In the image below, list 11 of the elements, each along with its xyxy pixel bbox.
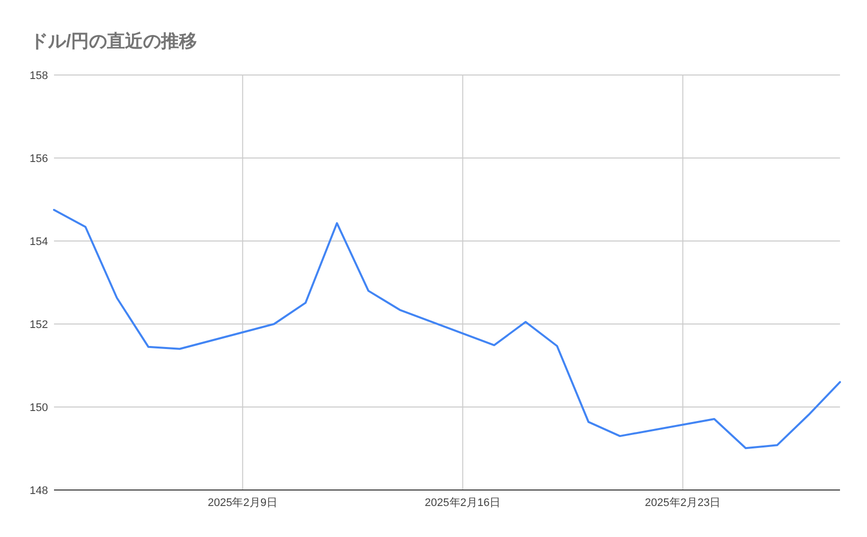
line-series — [53, 208, 841, 450]
y-tick-label: 158 — [30, 70, 48, 82]
y-tick-label: 152 — [30, 318, 48, 331]
y-tick-label: 156 — [30, 152, 48, 165]
x-tick-label: 2025年2月9日 — [208, 497, 278, 509]
chart-title: ドル/円の直近の推移 — [30, 31, 198, 51]
x-tick-label: 2025年2月16日 — [424, 497, 501, 509]
y-tick-label: 150 — [30, 402, 48, 414]
y-tick-label: 148 — [30, 484, 48, 497]
x-tick-label: 2025年2月23日 — [644, 497, 721, 509]
y-tick-label: 154 — [30, 236, 48, 248]
